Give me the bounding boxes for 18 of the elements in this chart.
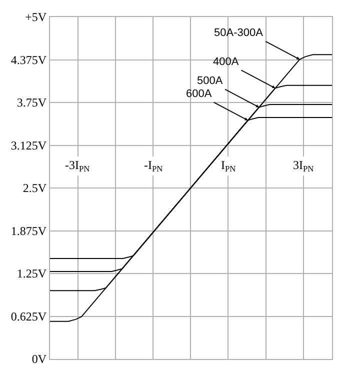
y-tick-label: 3.75V: [16, 96, 47, 110]
text: 500A: [197, 75, 224, 87]
x-tick-label: -I$_{PN}$: [144, 158, 163, 174]
x-tick-label: -3I$_{PN}$: [65, 158, 90, 174]
y-tick-label: 0V: [32, 352, 47, 366]
text: 50A-300A: [214, 27, 264, 39]
text: 600A: [186, 88, 212, 100]
y-tick-label: 3.125V: [10, 138, 47, 152]
y-tick-label: 1.25V: [16, 266, 47, 281]
y-tick-label: 2.5V: [22, 181, 47, 196]
line-series: [50, 54, 332, 322]
y-tick-label: 1.875V: [10, 224, 47, 238]
x-tick-label: I$_{PN}$: [221, 158, 236, 174]
y-tick-label: 0.625V: [10, 309, 47, 324]
x-tick-label: 3I$_{PN}$: [293, 158, 314, 174]
text: 400A: [213, 56, 240, 68]
y-tick-label: 4.375V: [10, 52, 47, 67]
y-tick-label: +5V: [25, 10, 47, 24]
